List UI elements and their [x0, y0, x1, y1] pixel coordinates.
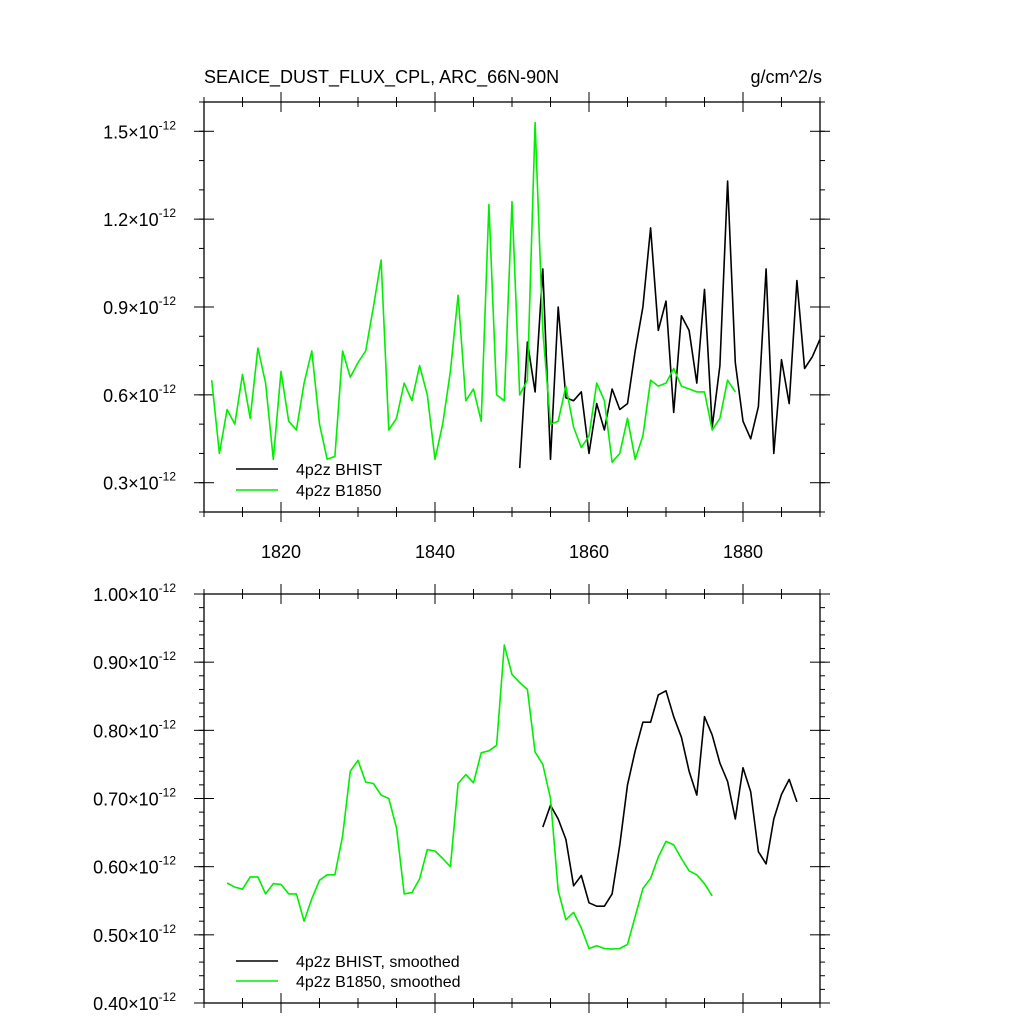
- y-tick-label: 0.60×10-12: [93, 854, 176, 878]
- x-tick-label: 1820: [261, 542, 301, 562]
- y-tick-label: 0.40×10-12: [93, 990, 176, 1014]
- panel-top: SEAICE_DUST_FLUX_CPL, ARC_66N-90N g/cm^2…: [103, 67, 830, 562]
- chart-units: g/cm^2/s: [751, 67, 822, 87]
- y-tick-label: 0.70×10-12: [93, 786, 176, 810]
- x-tick-label: 1880: [723, 542, 763, 562]
- legend-label-b1850: 4p2z B1850: [296, 483, 382, 500]
- y-tick-label: 0.50×10-12: [93, 922, 176, 946]
- series-line-1-0: [542, 689, 798, 908]
- x-tick-label: 1840: [415, 542, 455, 562]
- series-group-top: [210, 121, 821, 469]
- series-group-bottom: [226, 644, 798, 950]
- y-tick-label: 1.2×10-12: [103, 206, 176, 230]
- legend-top: 4p2z BHIST 4p2z B1850: [236, 462, 382, 500]
- y-tick-label: 1.00×10-12: [93, 581, 176, 605]
- legend-label-b1850-smoothed: 4p2z B1850, smoothed: [296, 974, 461, 991]
- axes-top: 1820 1840 1860 1880 0.3×10-12 0.6×10-12 0.9×10…: [103, 92, 830, 562]
- y-tick-label: 0.9×10-12: [103, 294, 176, 318]
- series-line-1-1: [226, 644, 713, 950]
- plot-frame: [203, 593, 821, 1004]
- y-tick-label: 0.6×10-12: [103, 382, 176, 406]
- legend-label-bhist-smoothed: 4p2z BHIST, smoothed: [296, 954, 460, 971]
- legend-bottom: 4p2z BHIST, smoothed 4p2z B1850, smoothe…: [236, 954, 461, 991]
- y-tick-label: 0.80×10-12: [93, 717, 176, 741]
- axes-bottom: 0.40×10-12 0.50×10-12 0.60×10-12 0.70×10-12…: [93, 581, 830, 1014]
- y-tick-label: 0.90×10-12: [93, 649, 176, 673]
- legend-label-bhist: 4p2z BHIST: [296, 462, 382, 479]
- plot-frame: [203, 101, 821, 513]
- panel-bottom: 0.40×10-12 0.50×10-12 0.60×10-12 0.70×10-12…: [93, 581, 830, 1014]
- x-tick-label: 1860: [569, 542, 609, 562]
- series-line-0-1: [210, 121, 736, 464]
- y-tick-label: 1.5×10-12: [103, 118, 176, 142]
- series-line-0-0: [518, 180, 821, 469]
- chart-title: SEAICE_DUST_FLUX_CPL, ARC_66N-90N: [204, 67, 559, 88]
- y-tick-label: 0.3×10-12: [103, 470, 176, 494]
